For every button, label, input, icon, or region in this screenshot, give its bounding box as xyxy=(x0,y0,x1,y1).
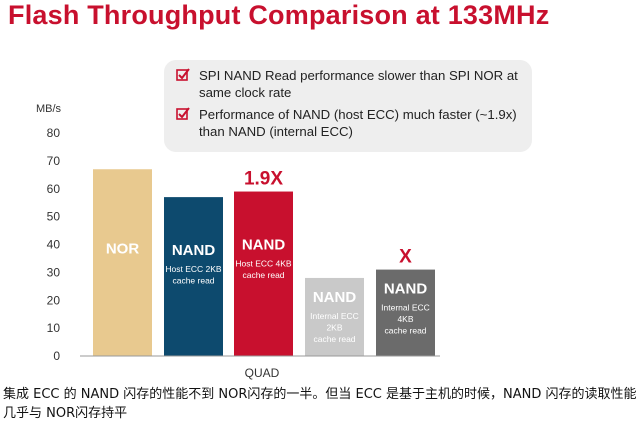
bar xyxy=(93,169,152,356)
callout-item-text: SPI NAND Read performance slower than SP… xyxy=(199,68,518,100)
bar-sublabel: 4KB xyxy=(397,314,413,324)
y-tick-label: 0 xyxy=(53,349,60,363)
bar-label: NAND xyxy=(313,289,356,306)
bar-annotation: X xyxy=(399,247,412,268)
y-tick-label: 60 xyxy=(47,182,61,196)
bar-sublabel: Host ECC 2KB xyxy=(165,264,222,274)
caption: 集成 ECC 的 NAND 闪存的性能不到 NOR闪存的一半。但当 ECC 是基… xyxy=(3,387,637,421)
bar-sublabel: cache read xyxy=(313,334,355,344)
checkbox-check-icon xyxy=(176,68,190,81)
callout-box: SPI NAND Read performance slower than SP… xyxy=(164,60,532,152)
y-tick-label: 30 xyxy=(47,265,61,279)
bar-sublabel: cache read xyxy=(242,270,284,280)
bar-sublabel: cache read xyxy=(384,326,426,336)
bar-label: NAND xyxy=(384,281,427,298)
bar xyxy=(376,269,435,356)
bar-annotation: 1.9X xyxy=(244,169,283,190)
bar-sublabel: Internal ECC xyxy=(310,311,359,321)
y-tick-label: 50 xyxy=(47,210,61,224)
y-tick-label: 40 xyxy=(47,238,61,252)
bar-sublabel: Host ECC 4KB xyxy=(235,259,292,269)
bar-sublabel: 2KB xyxy=(326,322,342,332)
x-axis-label: QUAD xyxy=(245,366,280,380)
bar xyxy=(234,191,293,356)
callout-item-text: Performance of NAND (host ECC) much fast… xyxy=(199,107,517,139)
bar-label: NOR xyxy=(106,241,140,258)
y-tick-label: 70 xyxy=(47,154,61,168)
bar xyxy=(305,277,364,356)
y-tick-label: 80 xyxy=(47,126,61,140)
bar xyxy=(164,197,223,356)
bar-sublabel: cache read xyxy=(172,276,214,286)
y-tick-label: 10 xyxy=(47,321,61,335)
y-axis-unit-label: MB/s xyxy=(36,103,62,115)
bar-label: NAND xyxy=(242,237,285,254)
bar-label: NAND xyxy=(172,242,215,259)
bar-sublabel: Internal ECC xyxy=(381,303,430,313)
y-tick-label: 20 xyxy=(47,293,61,307)
checkbox-check-icon xyxy=(176,107,190,120)
slide-title: Flash Throughput Comparison at 133MHz xyxy=(8,0,550,30)
